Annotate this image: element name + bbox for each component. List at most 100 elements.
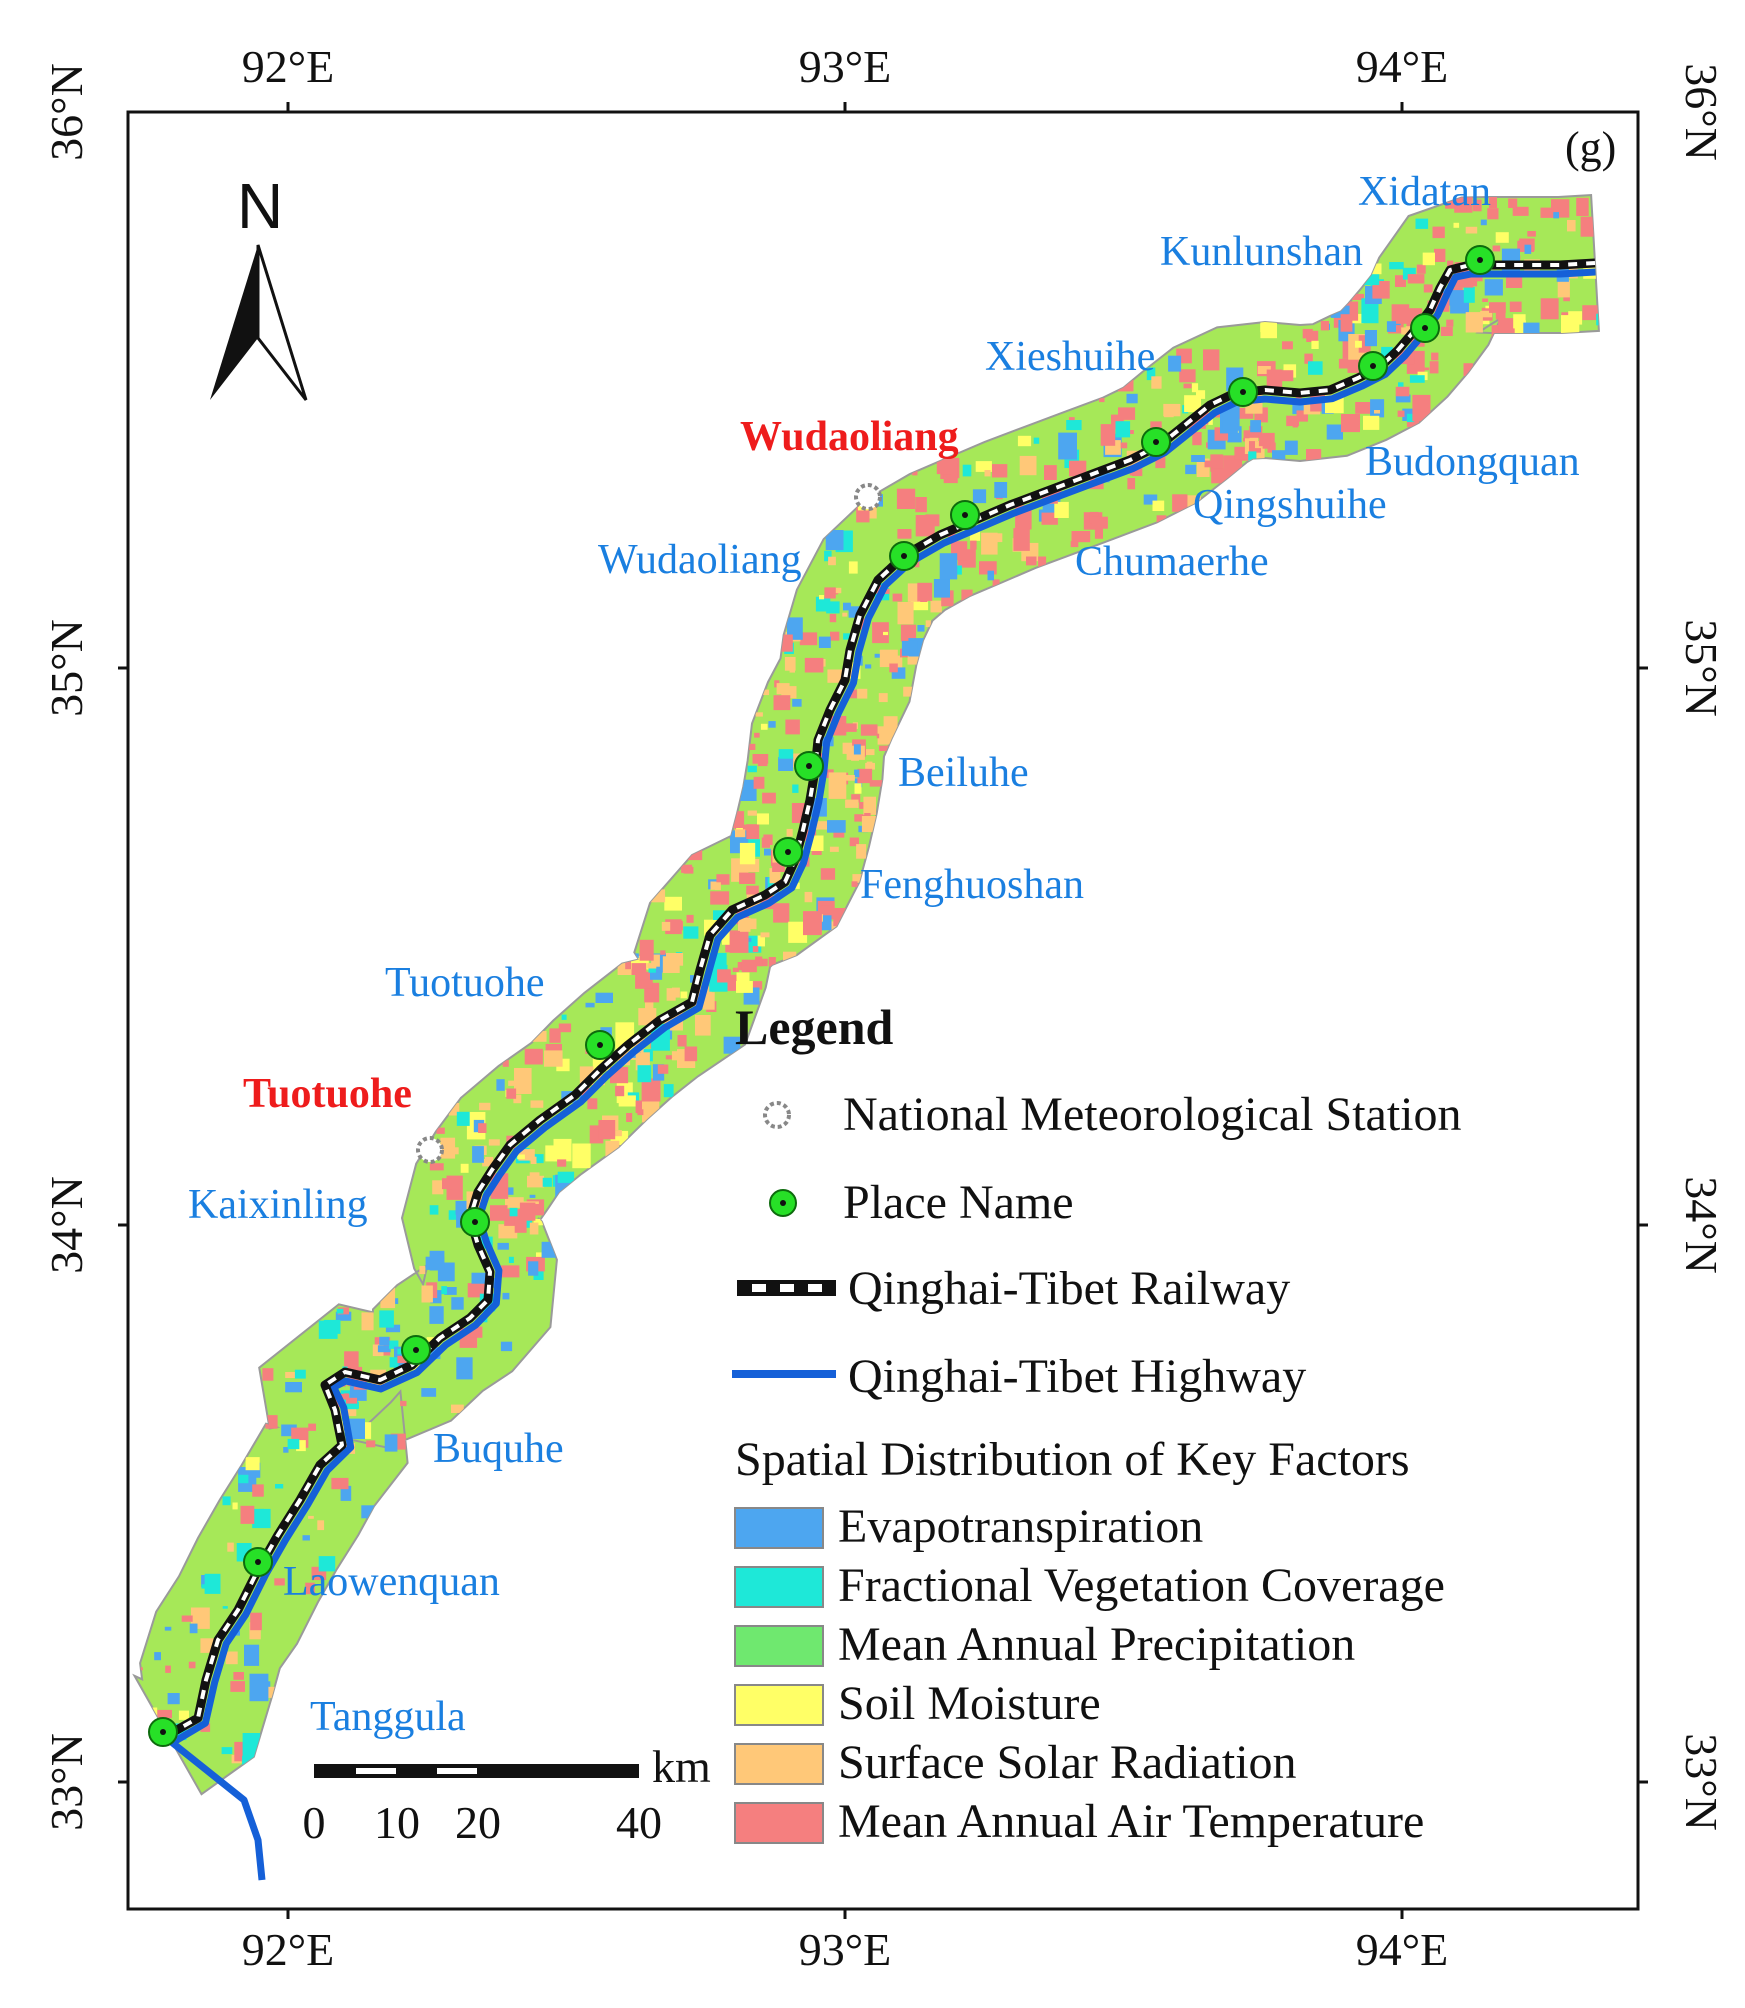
factor-patch	[1409, 375, 1425, 383]
lon-label-bottom-94: 94°E	[1356, 1924, 1449, 1975]
factor-patch	[849, 837, 859, 847]
factor-patch	[831, 587, 842, 594]
factor-patch	[1352, 293, 1365, 300]
factor-patch	[1576, 197, 1589, 216]
factor-patch	[747, 810, 757, 816]
factor-patch	[1422, 252, 1435, 266]
factor-patch	[668, 1026, 674, 1031]
factor-patch	[529, 1222, 539, 1235]
factor-patch	[200, 1723, 211, 1732]
factor-patch	[337, 1307, 349, 1315]
factor-patch	[1266, 369, 1283, 388]
factor-patch	[1019, 455, 1037, 476]
factor-patch	[497, 1242, 509, 1250]
factor-patch	[1447, 260, 1454, 270]
north-arrow-left-half	[210, 245, 258, 400]
factor-patch	[490, 1205, 508, 1221]
factor-patch	[857, 688, 868, 699]
factor-patch	[1069, 460, 1087, 477]
factor-patch	[1363, 415, 1380, 430]
lat-label-right-36: 36°N	[1676, 63, 1727, 161]
factor-patch	[734, 930, 740, 936]
factor-patch	[1480, 310, 1493, 318]
factor-patch	[1467, 228, 1474, 234]
factor-patch	[421, 1285, 433, 1303]
legend: Legend National Meteorological Station P…	[732, 999, 1462, 1848]
lat-label-right-34: 34°N	[1676, 1176, 1727, 1274]
factor-patch	[826, 601, 840, 614]
factor-patch	[1257, 366, 1271, 374]
factor-patch	[1407, 274, 1425, 284]
factor-patch	[953, 565, 962, 575]
legend-factor-swatch	[734, 1566, 824, 1608]
factor-patch	[1395, 275, 1406, 287]
factor-patch	[716, 874, 730, 885]
place-marker	[401, 1335, 431, 1365]
place-marker	[1358, 351, 1388, 381]
tick-marks	[118, 102, 1648, 1919]
factor-patch	[1391, 304, 1410, 324]
factor-patch	[471, 1272, 490, 1284]
factor-patch	[739, 790, 754, 800]
factor-patch	[736, 972, 750, 986]
place-marker	[585, 1030, 615, 1060]
factor-patch	[553, 1138, 572, 1162]
factor-patch	[419, 1265, 426, 1275]
place-labels: Xidatan Kunlunshan Xieshuihe Budongquan …	[188, 169, 1580, 1740]
factor-patch	[762, 792, 776, 804]
factor-patch	[717, 969, 731, 983]
factor-patch	[441, 1286, 447, 1295]
factor-patch	[650, 972, 663, 980]
place-marker	[950, 500, 980, 530]
factor-patch	[285, 1372, 297, 1378]
factor-patch	[379, 1310, 394, 1328]
legend-place-label: Place Name	[843, 1176, 1074, 1229]
factor-patch	[762, 958, 768, 967]
factor-patch	[1168, 355, 1182, 372]
factor-patch	[400, 1400, 407, 1407]
factor-patch	[1492, 245, 1501, 252]
factor-patch	[1260, 323, 1277, 333]
factor-patch	[1311, 340, 1319, 349]
factor-patch	[1143, 494, 1158, 505]
legend-factor-swatch	[734, 1684, 824, 1726]
factor-patch	[747, 765, 757, 773]
place-label-xieshuihe: Xieshuihe	[985, 334, 1155, 380]
factor-patch	[455, 1200, 467, 1215]
factor-patch	[732, 967, 739, 972]
factor-patch	[1054, 501, 1069, 518]
factor-patch	[533, 1266, 544, 1280]
factor-patch	[760, 932, 770, 938]
factor-patch	[1066, 420, 1082, 431]
factor-patch	[432, 1180, 444, 1195]
factor-patch	[994, 482, 1008, 498]
factor-patch	[695, 1015, 711, 1036]
factor-patch	[762, 689, 770, 696]
factor-patch	[232, 1502, 238, 1510]
factor-patch	[891, 667, 906, 679]
factor-patch	[738, 917, 751, 932]
factor-patch	[856, 844, 867, 859]
place-marker	[148, 1717, 178, 1747]
legend-place-icon	[769, 1189, 797, 1217]
factor-patch	[275, 1484, 284, 1489]
factor-patch	[501, 1265, 520, 1278]
factor-patch	[1446, 319, 1454, 327]
lon-label-bottom-93: 93°E	[799, 1924, 892, 1975]
lat-label-left-36: 36°N	[41, 63, 92, 161]
scale-bar: km 0 10 20 40	[303, 1741, 712, 1848]
factor-patch	[792, 699, 802, 707]
factor-patch	[1306, 449, 1322, 461]
factor-patch	[1284, 440, 1298, 455]
factor-patch	[377, 1345, 391, 1353]
factor-patch	[1258, 433, 1271, 447]
factor-patch	[429, 1306, 444, 1324]
factor-patch	[975, 461, 992, 472]
factor-patch	[767, 877, 779, 890]
factor-patch	[792, 784, 799, 793]
factor-patch	[1069, 417, 1075, 421]
factor-patch	[892, 593, 903, 602]
place-label-tanggula: Tanggula	[310, 1694, 466, 1740]
factor-patch	[764, 848, 771, 856]
factor-patch	[1540, 207, 1554, 218]
